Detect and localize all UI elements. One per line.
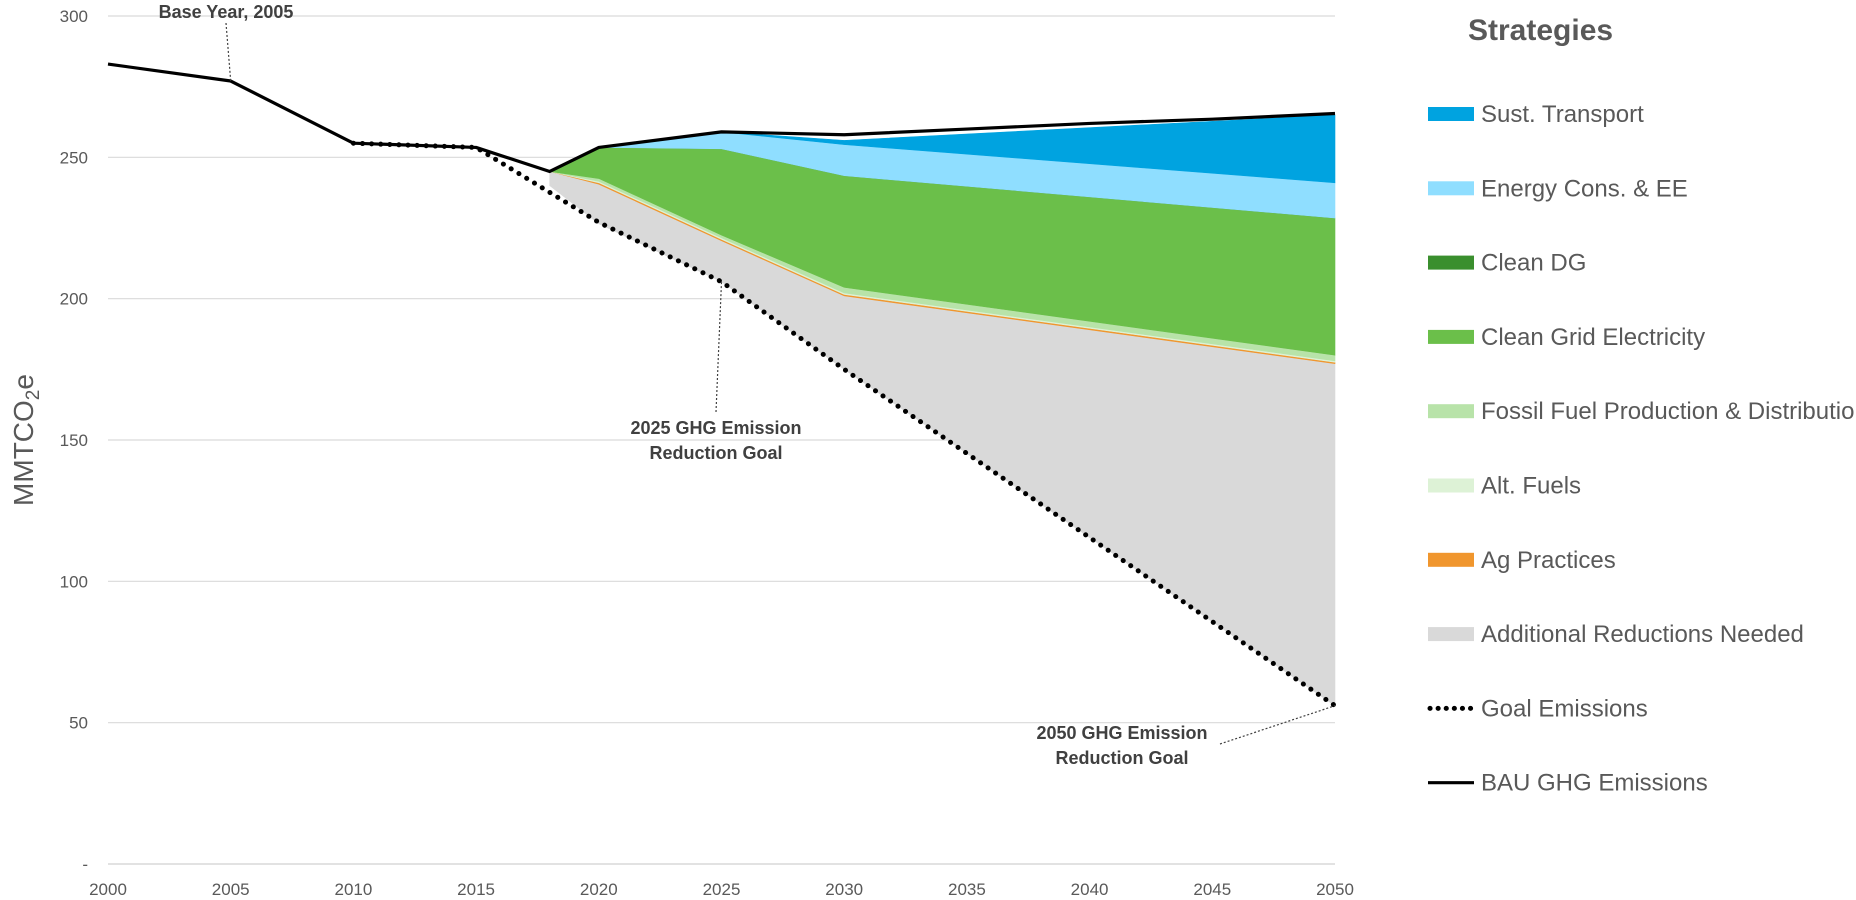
annotation-goal-2025: 2025 GHG Emission Reduction Goal <box>630 281 802 463</box>
legend-label-ag-practices: Ag Practices <box>1481 547 1616 574</box>
x-tick-label-2025: 2025 <box>703 880 741 899</box>
legend-label-goal-emissions: Goal Emissions <box>1481 695 1648 722</box>
annotation-base-year: Base Year, 2005 <box>159 2 294 82</box>
legend-label-clean-grid-electricity: Clean Grid Electricity <box>1481 324 1705 351</box>
emission-lines <box>107 62 1338 709</box>
legend-label-alt-fuels: Alt. Fuels <box>1481 473 1581 500</box>
annotation-leader-goal-2050 <box>1219 705 1336 745</box>
legend-label-sust-transport: Sust. Transport <box>1481 101 1644 128</box>
y-tick-label-0: - <box>82 855 88 874</box>
x-tick-label-2030: 2030 <box>825 880 863 899</box>
legend-items: Sust. Transport Energy Cons. & EE Clean DG… <box>1427 101 1856 797</box>
y-axis-label-suffix: e <box>8 374 39 390</box>
legend-swatch-clean-grid-electricity <box>1428 329 1474 344</box>
annotation-goal-2050: 2050 GHG Emission Reduction Goal <box>1036 705 1336 768</box>
legend-item-fossil-fuel-production-distribution: Fossil Fuel Production & Distribution <box>1428 398 1856 425</box>
y-tick-label-100: 100 <box>60 572 88 591</box>
legend-title: Strategies <box>1468 14 1613 47</box>
legend-label-additional-reductions-needed: Additional Reductions Needed <box>1481 621 1804 648</box>
legend-swatch-ag-practices <box>1428 552 1474 567</box>
legend: Strategies Sust. Transport Energy Cons. &… <box>1427 14 1856 797</box>
x-tick-label-2000: 2000 <box>89 880 127 899</box>
x-tick-label-2005: 2005 <box>212 880 250 899</box>
stacked-areas <box>548 114 1336 707</box>
legend-label-energy-cons-ee: Energy Cons. & EE <box>1481 175 1688 202</box>
legend-label-bau-ghg-emissions: BAU GHG Emissions <box>1481 770 1708 797</box>
y-tick-label-250: 250 <box>60 148 88 167</box>
y-tick-label-50: 50 <box>69 714 88 733</box>
legend-item-sust-transport: Sust. Transport <box>1428 101 1644 128</box>
y-axis-label-main: MMTCO <box>8 400 39 506</box>
x-tick-label-2040: 2040 <box>1071 880 1109 899</box>
annotation-text-base-year-0: Base Year, 2005 <box>159 2 294 22</box>
y-tick-labels: - 50 100 150 200 250 300 <box>60 7 88 874</box>
y-axis-label-subscript: 2 <box>23 390 44 401</box>
legend-item-clean-dg: Clean DG <box>1428 250 1586 277</box>
x-tick-labels: 2000 2005 2010 2015 2020 2025 2030 2035 2040 2045… <box>89 880 1354 899</box>
y-tick-label-150: 150 <box>60 431 88 450</box>
y-tick-label-200: 200 <box>60 290 88 309</box>
x-tick-label-2035: 2035 <box>948 880 986 899</box>
legend-swatch-additional-reductions-needed <box>1428 627 1474 642</box>
x-tick-label-2045: 2045 <box>1193 880 1231 899</box>
annotation-text-goal-2050-0: 2050 GHG Emission <box>1036 723 1207 743</box>
legend-item-bau-ghg-emissions: BAU GHG Emissions <box>1428 770 1708 797</box>
legend-label-clean-dg: Clean DG <box>1481 250 1586 277</box>
x-tick-label-2020: 2020 <box>580 880 618 899</box>
annotation-text-goal-2025-0: 2025 GHG Emission <box>630 418 801 438</box>
legend-label-fossil-fuel-production-distribution: Fossil Fuel Production & Distribution <box>1481 398 1856 425</box>
legend-item-alt-fuels: Alt. Fuels <box>1428 473 1581 500</box>
legend-swatch-fossil-fuel-production-distribution <box>1428 404 1474 419</box>
annotations: Base Year, 2005 2025 GHG Emission Reductio… <box>159 2 1336 768</box>
legend-item-additional-reductions-needed: Additional Reductions Needed <box>1428 621 1804 648</box>
legend-item-goal-emissions: Goal Emissions <box>1427 695 1648 722</box>
legend-item-energy-cons-ee: Energy Cons. & EE <box>1428 175 1688 202</box>
x-tick-label-2015: 2015 <box>457 880 495 899</box>
y-axis-label: MMTCO2e <box>8 374 44 506</box>
legend-item-clean-grid-electricity: Clean Grid Electricity <box>1428 324 1705 351</box>
annotation-text-goal-2050-1: Reduction Goal <box>1055 748 1188 768</box>
legend-swatch-alt-fuels <box>1428 478 1474 493</box>
legend-swatch-energy-cons-ee <box>1428 181 1474 196</box>
annotation-leader-base-year <box>225 22 232 82</box>
legend-item-ag-practices: Ag Practices <box>1428 547 1616 574</box>
y-tick-label-300: 300 <box>60 7 88 26</box>
x-tick-label-2050: 2050 <box>1316 880 1354 899</box>
legend-swatch-clean-dg <box>1428 255 1474 270</box>
annotation-text-goal-2025-1: Reduction Goal <box>649 443 782 463</box>
x-tick-label-2010: 2010 <box>334 880 372 899</box>
annotation-leader-goal-2025 <box>715 281 723 413</box>
legend-swatch-sust-transport <box>1428 107 1474 121</box>
line-bau-ghg-emissions <box>107 62 1336 174</box>
